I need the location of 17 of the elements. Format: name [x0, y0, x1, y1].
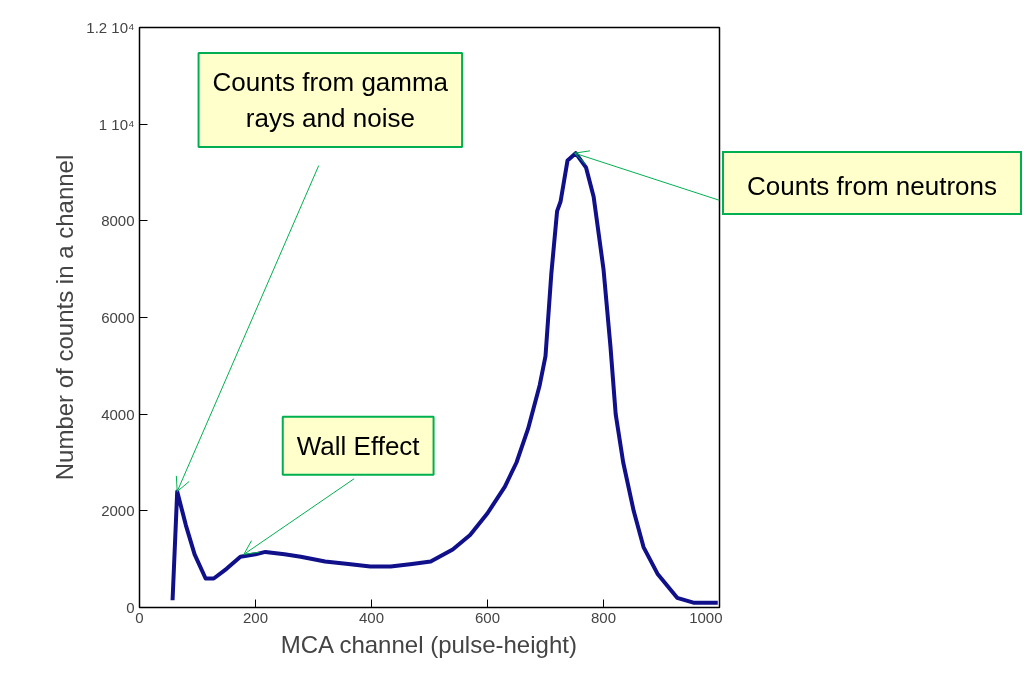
x-axis-title: MCA channel (pulse-height)	[280, 630, 577, 658]
y-tick-label: 2000	[101, 502, 135, 520]
y-tick-label: 4000	[101, 405, 135, 423]
x-tick-label: 200	[242, 608, 269, 626]
y-tick-label: 1.2 10⁴	[86, 19, 135, 36]
annotation: Counts from gamma rays and noise	[212, 67, 449, 133]
line-series	[170, 151, 720, 605]
y-tick-label: 6000	[101, 309, 135, 326]
y-tick-label: 1 10⁴	[98, 115, 135, 133]
x-tick-label: 800	[590, 608, 617, 626]
x-tick-label: 600	[474, 608, 501, 626]
annotation: Counts from neutrons	[746, 170, 997, 203]
x-tick-label: 1000	[689, 608, 723, 626]
y-axis-title: Number of counts in a channel	[51, 154, 79, 481]
x-tick-label: 400	[358, 608, 385, 626]
y-tick-label: 8000	[101, 212, 135, 230]
annotation: Wall Effect	[296, 430, 421, 461]
